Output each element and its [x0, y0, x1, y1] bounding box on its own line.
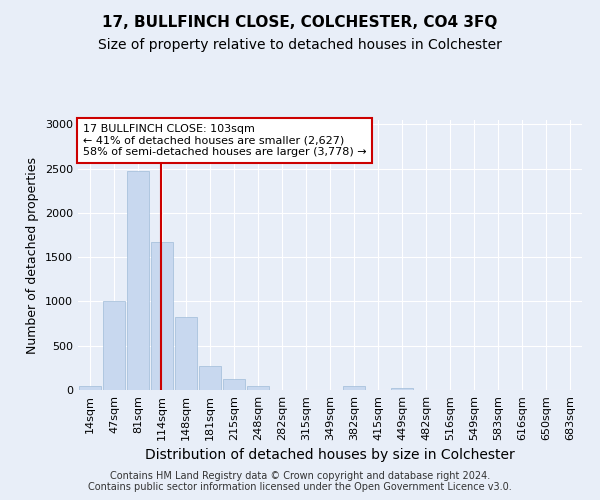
Bar: [103, 302, 125, 390]
Bar: [127, 171, 149, 390]
X-axis label: Distribution of detached houses by size in Colchester: Distribution of detached houses by size …: [145, 448, 515, 462]
Bar: [151, 242, 173, 390]
Bar: [223, 379, 245, 390]
Text: 17 BULLFINCH CLOSE: 103sqm
← 41% of detached houses are smaller (2,627)
58% of s: 17 BULLFINCH CLOSE: 103sqm ← 41% of deta…: [83, 124, 367, 157]
Text: 17, BULLFINCH CLOSE, COLCHESTER, CO4 3FQ: 17, BULLFINCH CLOSE, COLCHESTER, CO4 3FQ: [103, 15, 497, 30]
Bar: [199, 366, 221, 390]
Text: Size of property relative to detached houses in Colchester: Size of property relative to detached ho…: [98, 38, 502, 52]
Y-axis label: Number of detached properties: Number of detached properties: [26, 156, 40, 354]
Bar: [247, 386, 269, 390]
Bar: [391, 388, 413, 390]
Bar: [175, 317, 197, 390]
Text: Contains HM Land Registry data © Crown copyright and database right 2024.
Contai: Contains HM Land Registry data © Crown c…: [88, 471, 512, 492]
Bar: [79, 386, 101, 390]
Bar: [343, 386, 365, 390]
